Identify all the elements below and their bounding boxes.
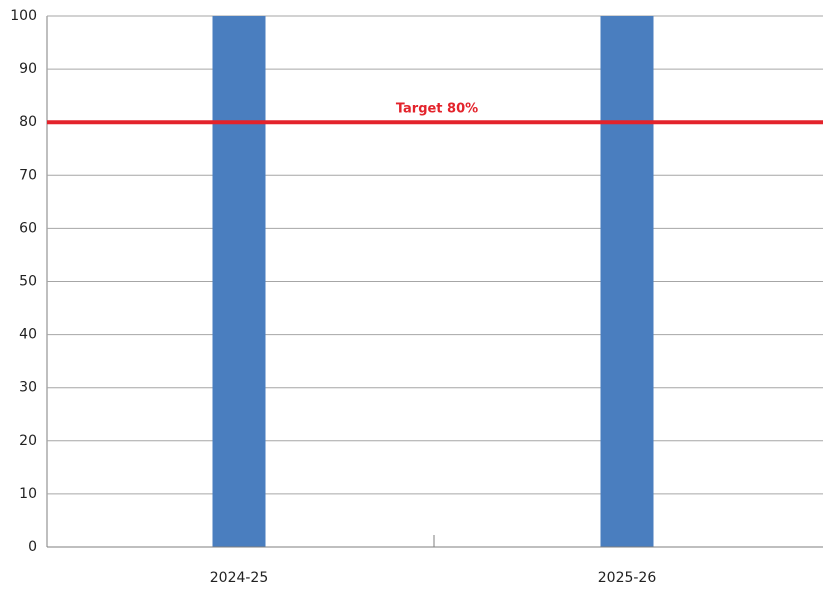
target-label: Target 80% [396, 102, 478, 117]
y-tick-label: 0 [28, 539, 37, 555]
y-tick-label: 60 [19, 220, 37, 236]
x-tick-label: 2025-26 [598, 570, 657, 586]
y-tick-label: 40 [19, 327, 37, 343]
y-tick-label: 100 [10, 8, 37, 24]
y-tick-label: 50 [19, 274, 37, 290]
y-tick-label: 20 [19, 433, 37, 449]
y-tick-label: 80 [19, 114, 37, 130]
y-tick-label: 90 [19, 61, 37, 77]
y-tick-label: 70 [19, 167, 37, 183]
y-tick-label: 10 [19, 486, 37, 502]
bar [212, 16, 266, 547]
x-tick-label: 2024-25 [210, 570, 269, 586]
y-tick-label: 30 [19, 380, 37, 396]
bar [600, 16, 654, 547]
